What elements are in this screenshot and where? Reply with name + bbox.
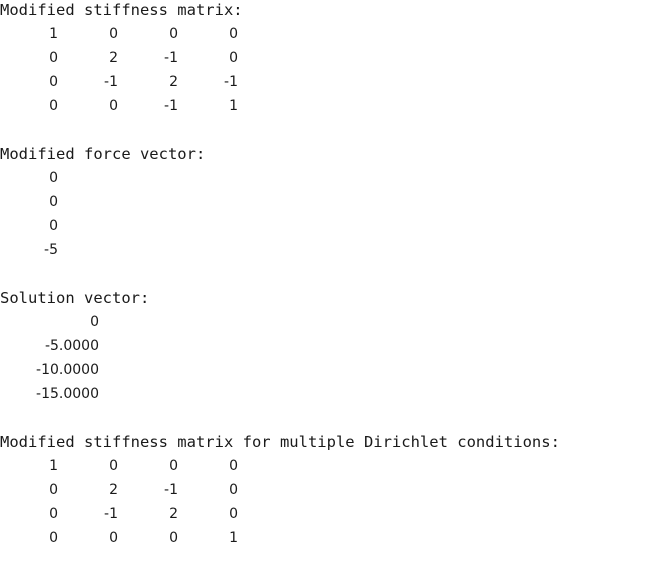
- stiffness-multi-cell: 1: [49, 458, 58, 474]
- solution-value: -5.0000: [44, 338, 99, 354]
- force-value: 0: [49, 170, 58, 186]
- stiffness-cell: 2: [109, 50, 118, 66]
- stiffness-cell: 2: [169, 74, 178, 90]
- stiffness-cell: 0: [109, 98, 118, 114]
- stiffness-cell: 1: [49, 26, 58, 42]
- stiffness-multi-cell: 2: [109, 482, 118, 498]
- stiffness-matrix-heading: Modified stiffness matrix:: [0, 1, 243, 19]
- force-value: 0: [49, 194, 58, 210]
- stiffness-cell: 1: [229, 98, 238, 114]
- stiffness-cell: 0: [49, 98, 58, 114]
- stiffness-cell: 0: [49, 50, 58, 66]
- force-value: -5: [44, 242, 58, 258]
- solution-value: -10.0000: [36, 362, 99, 378]
- force-vector-heading: Modified force vector:: [0, 145, 206, 163]
- stiffness-cell: 0: [229, 26, 238, 42]
- stiffness-multi-cell: 1: [229, 530, 238, 546]
- stiffness-multi-cell: 0: [49, 482, 58, 498]
- stiffness-multi-cell: 0: [49, 506, 58, 522]
- stiffness-cell: -1: [224, 74, 238, 90]
- stiffness-cell: 0: [169, 26, 178, 42]
- stiffness-multi-cell: 0: [169, 530, 178, 546]
- stiffness-multi-cell: 0: [49, 530, 58, 546]
- solution-value: -15.0000: [36, 386, 99, 402]
- stiffness-multi-cell: 0: [229, 458, 238, 474]
- stiffness-cell: 0: [49, 74, 58, 90]
- stiffness-cell: -1: [164, 50, 178, 66]
- stiffness-multi-heading: Modified stiffness matrix for multiple D…: [0, 433, 560, 451]
- stiffness-cell: 0: [109, 26, 118, 42]
- force-value: 0: [49, 218, 58, 234]
- stiffness-multi-cell: 0: [109, 530, 118, 546]
- stiffness-multi-cell: 0: [229, 482, 238, 498]
- stiffness-multi-cell: -1: [164, 482, 178, 498]
- stiffness-multi-cell: 2: [169, 506, 178, 522]
- stiffness-multi-cell: 0: [229, 506, 238, 522]
- stiffness-cell: 0: [229, 50, 238, 66]
- stiffness-cell: -1: [104, 74, 118, 90]
- stiffness-multi-cell: -1: [104, 506, 118, 522]
- solution-value: 0: [90, 314, 99, 330]
- stiffness-cell: -1: [164, 98, 178, 114]
- solution-vector-heading: Solution vector:: [0, 289, 150, 307]
- stiffness-multi-cell: 0: [169, 458, 178, 474]
- stiffness-multi-cell: 0: [109, 458, 118, 474]
